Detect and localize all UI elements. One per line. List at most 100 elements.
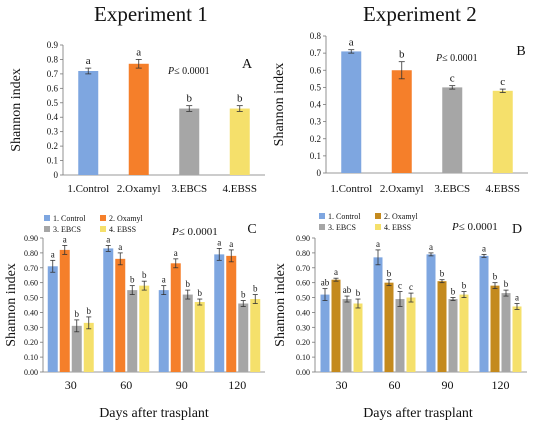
panel-d-significance-letter: a	[334, 267, 338, 277]
panel-b-category-label: 2.Oxamyl	[380, 183, 424, 195]
panel-c-legend-swatch	[100, 226, 106, 232]
panel-c-legend-label: 2. Oxamyl	[109, 214, 144, 223]
panel-c-y-tick-label: 0.80	[24, 249, 38, 258]
panel-b-y-tick-label: 0.1	[310, 151, 321, 161]
panel-c-significance-letter: a	[217, 237, 221, 247]
panel-c-significance-letter: a	[229, 239, 233, 249]
panel-c-significance-letter: a	[118, 242, 122, 252]
panel-c-y-tick-label: 0.60	[24, 279, 38, 288]
panel-c-y-tick-label: 0.90	[24, 234, 38, 243]
panel-a-y-tick-label: 0.4	[47, 112, 59, 122]
panel-a-y-label: Shannon index	[9, 68, 24, 152]
panel-d-bar	[320, 294, 330, 372]
panel-d-bar	[331, 279, 341, 372]
panel-c-significance-letter: b	[130, 275, 135, 285]
panel-c-significance-letter: a	[106, 234, 110, 244]
panel-b-bar	[442, 87, 463, 173]
panel-c-y-tick-label: 0.70	[24, 264, 38, 273]
panel-d-significance-letter: b	[356, 288, 361, 298]
panel-b-bar	[492, 90, 513, 173]
panel-a-category-label: 4.EBSS	[222, 183, 257, 195]
panel-d-y-tick-label: 0.20	[296, 338, 310, 347]
panel-b-y-tick-label: 0.5	[310, 82, 322, 92]
panel-d-legend-label: 3. EBCS	[328, 223, 356, 232]
panel-b-y-tick-label: 0.8	[310, 31, 322, 41]
panel-d-bar	[448, 299, 458, 372]
panel-c-legend-swatch	[100, 215, 106, 221]
panel-c-bar	[182, 294, 193, 372]
panel-c-significance-letter: b	[87, 306, 92, 316]
panel-b-letter: B	[516, 44, 525, 59]
panel-d-y-tick-label: 0.00	[296, 368, 310, 377]
panel-a-bar	[179, 108, 200, 175]
panel-d-bar	[437, 281, 447, 372]
panel-c-letter: C	[247, 222, 256, 237]
panel-c-bar	[59, 249, 70, 372]
panel-d-x-label: Days after trasplant	[363, 406, 473, 421]
panel-d-significance-letter: ab	[321, 278, 330, 288]
panel-d-bar	[342, 299, 352, 372]
panel-d-legend-label: 4. EBSS	[384, 223, 411, 232]
panel-d-y-tick-label: 0.90	[296, 234, 310, 243]
panel-c-category-label: 120	[228, 378, 246, 392]
panel-d-letter: D	[512, 222, 522, 237]
panel-b-bar	[391, 70, 412, 173]
panel-c-category-label: 30	[65, 378, 77, 392]
panel-a-bar	[78, 71, 99, 175]
panel-d-y-tick-label: 0.40	[296, 308, 310, 317]
panel-a-y-tick-label: 0.6	[47, 83, 59, 93]
panel-d-y-tick-label: 0.60	[296, 279, 310, 288]
panel-c-significance-letter: b	[198, 288, 203, 298]
panel-a-significance-letter: a	[86, 55, 91, 67]
panel-b-y-tick-label: 0.4	[310, 100, 322, 110]
panel-d-significance-letter: a	[482, 243, 486, 253]
panel-d-significance-letter: b	[387, 269, 392, 279]
panel-c-y-tick-label: 0.30	[24, 323, 38, 332]
panel-c-legend-swatch	[44, 215, 50, 221]
panel-d-significance-letter: b	[462, 281, 467, 291]
panel-c-bar	[127, 290, 138, 372]
panel-d-y-tick-label: 0.30	[296, 323, 310, 332]
panel-d-bar	[512, 306, 522, 372]
panel-c-bar	[214, 254, 225, 372]
panel-a-significance-letter: b	[237, 93, 243, 105]
panel-a-bar	[229, 108, 250, 175]
panel-c-significance-letter: b	[241, 290, 246, 300]
panel-c-bar	[170, 263, 181, 372]
panel-c-bar	[158, 290, 169, 372]
panel-b-y-tick-label: 0.2	[310, 134, 321, 144]
panel-b-y-tick-label: 0.3	[310, 117, 322, 127]
panel-b-category-label: 3.EBCS	[434, 183, 470, 195]
panel-c-category-label: 60	[120, 378, 132, 392]
panel-c-bar	[47, 266, 58, 372]
panel-d-bar	[406, 297, 416, 372]
panel-b-y-label: Shannon index	[272, 63, 287, 147]
panel-c-bar	[83, 322, 94, 372]
panel-c-bar	[194, 302, 205, 372]
panel-d-significance-letter: c	[409, 282, 413, 292]
panel-a-letter: A	[242, 57, 253, 72]
panel-d-y-tick-label: 0.70	[296, 264, 310, 273]
panel-d-significance-letter: b	[451, 287, 456, 297]
panel-c-significance-letter: b	[142, 270, 147, 280]
panel-c-p-value: P≤ 0.0001	[171, 226, 218, 238]
panel-c-significance-letter: b	[75, 309, 80, 319]
panel-d-bar	[373, 257, 383, 372]
panel-a-y-tick-label: 0.7	[47, 69, 59, 79]
panel-d-bar	[353, 303, 363, 372]
panel-d-bar	[426, 254, 436, 372]
panel-c-y-tick-label: 0.50	[24, 294, 38, 303]
panel-c-bar	[103, 248, 114, 372]
panel-d-bar	[479, 255, 489, 372]
panel-d-legend-label: 1. Control	[328, 212, 361, 221]
panel-d-legend-swatch	[319, 213, 325, 219]
panel-a-y-tick-label: 0.9	[47, 40, 59, 50]
panel-c-y-label: Shannon index	[4, 263, 19, 347]
panel-d-bar	[501, 293, 511, 372]
panel-a-category-label: 3.EBCS	[171, 183, 207, 195]
panel-b-y-tick-label: 0	[317, 168, 322, 178]
panel-c-significance-letter: a	[162, 275, 166, 285]
panel-c-bar	[71, 325, 82, 372]
panel-a-y-tick-label: 0.8	[47, 54, 59, 64]
panel-a-y-tick-label: 0	[54, 170, 59, 180]
